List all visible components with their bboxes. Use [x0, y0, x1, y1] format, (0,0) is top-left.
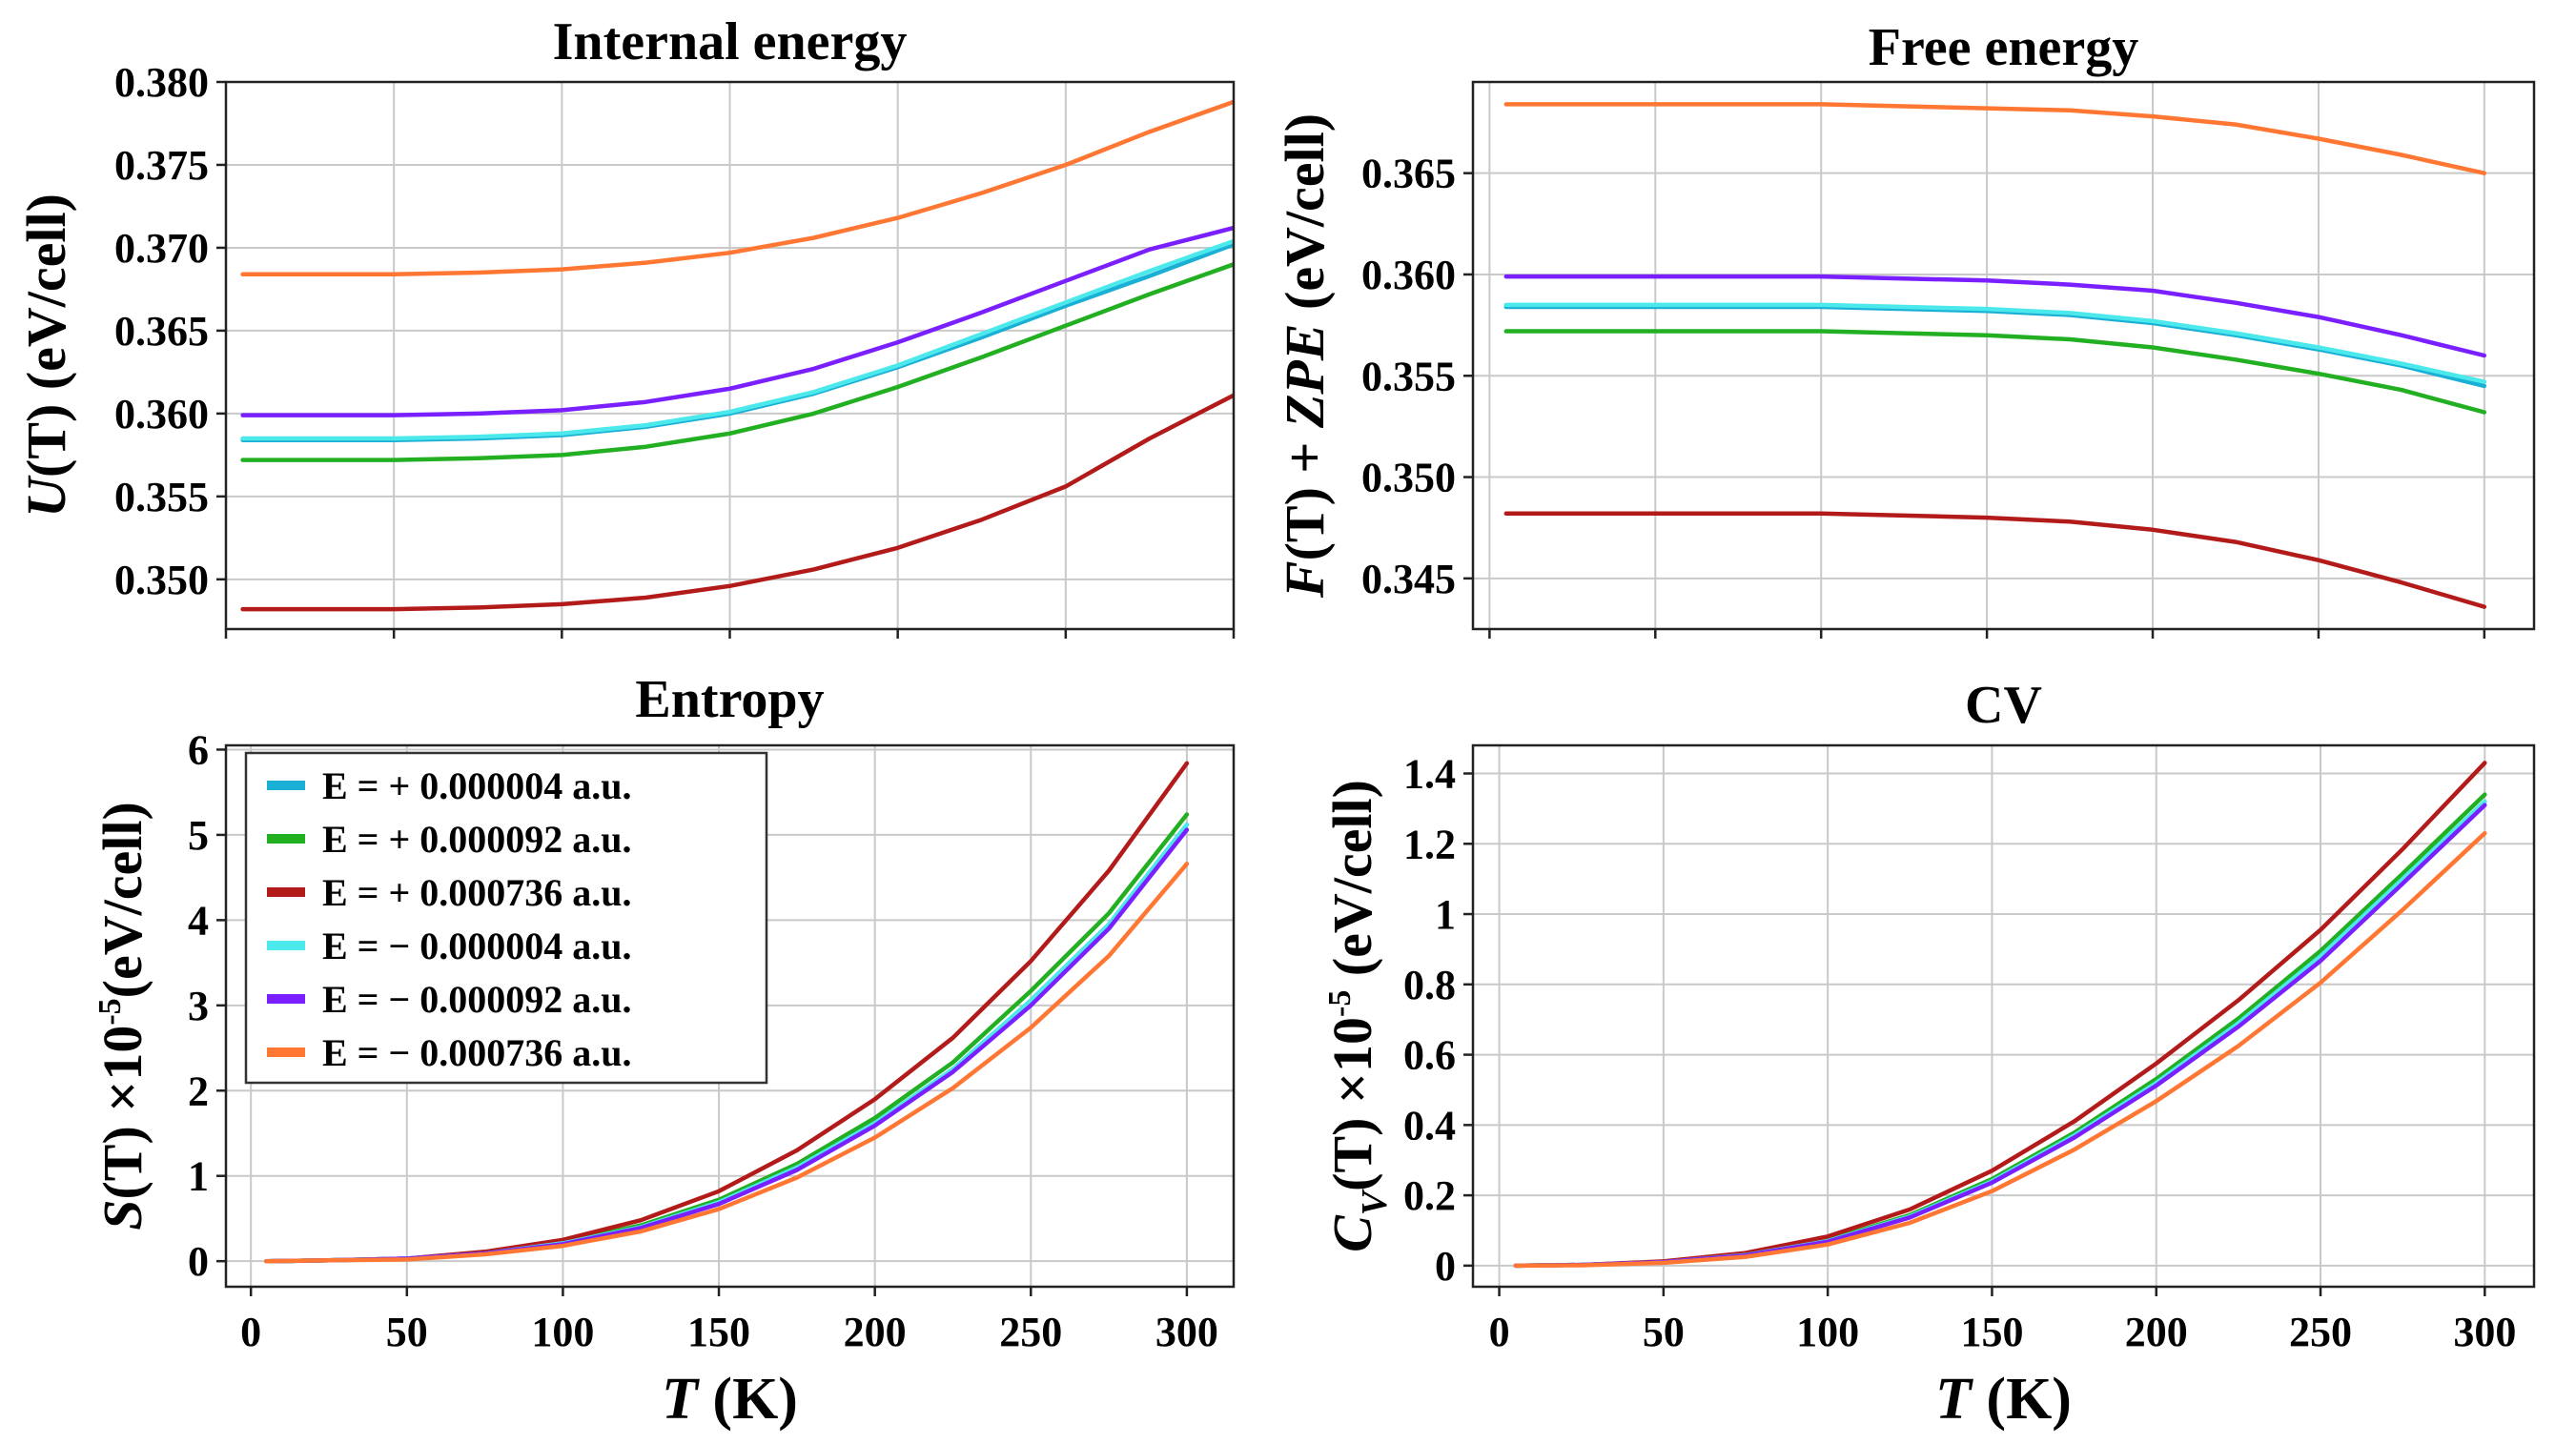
cv-ytick-label: 0.6: [1403, 1032, 1456, 1079]
cv-series-line-5: [1513, 803, 2487, 1269]
cv-ytick-label: 0.8: [1403, 962, 1456, 1008]
cv-xtick-label: 50: [1643, 1309, 1685, 1355]
entropy-ytick-label: 6: [188, 726, 209, 773]
internal-energy-series-line-4: [240, 238, 1234, 441]
legend-label: E = + 0.000004 a.u.: [322, 764, 632, 807]
internal-energy-ytick-label: 0.355: [114, 474, 209, 520]
entropy-xtick-label: 250: [999, 1309, 1062, 1355]
cv-series-line-3: [1513, 761, 2487, 1269]
entropy-ytick-label: 5: [188, 812, 209, 859]
entropy-plot-frame: [224, 743, 1236, 1289]
free-energy-title: Free energy: [1869, 18, 2138, 77]
cv-xtick-label: 250: [2289, 1309, 2352, 1355]
cv-xtick-label: 300: [2453, 1309, 2516, 1355]
free-energy-ylabel: F(T) + ZPE (eV/cell): [1274, 113, 1336, 599]
internal-energy-series-line-3: [240, 393, 1234, 612]
cv-ytick-label: 0.4: [1403, 1102, 1456, 1149]
entropy-series-group: [264, 761, 1190, 1264]
cv-title: CV: [1965, 676, 2042, 735]
cv-xtick-label: 100: [1796, 1309, 1859, 1355]
cv-xtick-label: 150: [1960, 1309, 2023, 1355]
cv-xtick-label: 0: [1489, 1309, 1510, 1355]
entropy-xtick-label: 100: [531, 1309, 594, 1355]
entropy-xtick-label: 50: [386, 1309, 428, 1355]
cv-series-group: [1513, 761, 2487, 1269]
entropy-series-line-6: [264, 862, 1190, 1264]
internal-energy-ytick-label: 0.370: [114, 225, 209, 272]
free-energy-ytick-label: 0.350: [1361, 455, 1456, 501]
internal-energy-series-line-6: [240, 99, 1234, 277]
entropy-ytick-label: 4: [188, 897, 209, 944]
free-energy-panel: 0.345 0.350 0.355 0.360 0.365 Free energy F(T)…: [1274, 18, 2536, 639]
cv-xlabel: T (K): [1935, 1367, 2072, 1432]
free-energy-ytick-label: 0.345: [1361, 556, 1456, 602]
free-energy-plot-frame: [1471, 80, 2536, 631]
entropy-xtick-label: 200: [844, 1309, 907, 1355]
entropy-title: Entropy: [635, 670, 824, 729]
internal-energy-series-group: [240, 99, 1234, 612]
internal-energy-plot-frame: [224, 80, 1236, 631]
legend-label: E = + 0.000736 a.u.: [322, 871, 632, 914]
entropy-xtick-label: 150: [687, 1309, 750, 1355]
free-energy-ytick-label: 0.355: [1361, 353, 1456, 399]
entropy-ylabel: S(T) ×10-5(eV/cell): [92, 802, 153, 1230]
internal-energy-ytick-label: 0.365: [114, 308, 209, 355]
entropy-ytick-label: 3: [188, 983, 209, 1029]
entropy-panel: 0 1 2 3 4 5 6 0 50 100 150 200 250 300 Entropy S(T) ×10…: [92, 670, 1236, 1432]
cv-ytick-label: 1.2: [1403, 821, 1456, 867]
cv-ylabel: CV(T) ×10-5 (eV/cell): [1321, 780, 1395, 1252]
legend-label: E = − 0.000736 a.u.: [322, 1031, 632, 1074]
entropy-xtick-label: 0: [240, 1309, 261, 1355]
free-energy-series-line-1: [1503, 304, 2487, 389]
internal-energy-series-line-2: [240, 262, 1234, 462]
cv-ytick-label: 0: [1435, 1243, 1456, 1290]
entropy-xtick-label: 300: [1155, 1309, 1218, 1355]
entropy-ytick-label: 2: [188, 1068, 209, 1114]
internal-energy-ytick-label: 0.360: [114, 391, 209, 437]
heat-capacity-panel: 0 0.2 0.4 0.6 0.8 1 1.2 1.4 0 50 100 150 200 250 300 CV…: [1321, 676, 2536, 1432]
free-energy-series-group: [1503, 102, 2487, 609]
entropy-ytick-label: 0: [188, 1238, 209, 1285]
entropy-ytick-label: 1: [188, 1153, 209, 1200]
free-energy-series-line-3: [1503, 511, 2487, 609]
internal-energy-ytick-label: 0.375: [114, 142, 209, 189]
cv-ytick-label: 0.2: [1403, 1172, 1456, 1219]
internal-energy-series-line-5: [240, 225, 1234, 417]
free-energy-series-line-2: [1503, 329, 2487, 415]
internal-energy-panel: 0.350 0.355 0.360 0.365 0.370 0.375 0.380 Inter…: [15, 12, 1236, 639]
free-energy-series-line-5: [1503, 274, 2487, 358]
cv-plot-frame: [1471, 743, 2536, 1289]
cv-ytick-label: 1: [1435, 891, 1456, 938]
legend-label: E = − 0.000004 a.u.: [322, 925, 632, 967]
internal-energy-ytick-label: 0.350: [114, 557, 209, 603]
internal-energy-title: Internal energy: [553, 12, 908, 71]
free-energy-ytick-label: 0.360: [1361, 252, 1456, 298]
free-energy-series-line-6: [1503, 102, 2487, 175]
cv-xtick-label: 200: [2125, 1309, 2188, 1355]
legend-label: E = − 0.000092 a.u.: [322, 978, 632, 1021]
legend-label: E = + 0.000092 a.u.: [322, 818, 632, 861]
legend-box: [244, 751, 768, 1085]
entropy-xlabel: T (K): [662, 1367, 798, 1432]
cv-ytick-label: 1.4: [1403, 751, 1456, 798]
free-energy-series-line-4: [1503, 302, 2487, 384]
free-energy-ytick-label: 0.365: [1361, 151, 1456, 197]
cv-series-line-6: [1513, 830, 2487, 1269]
internal-energy-ytick-label: 0.380: [114, 59, 209, 106]
internal-energy-ylabel: U(T) (eV/cell): [15, 193, 77, 518]
